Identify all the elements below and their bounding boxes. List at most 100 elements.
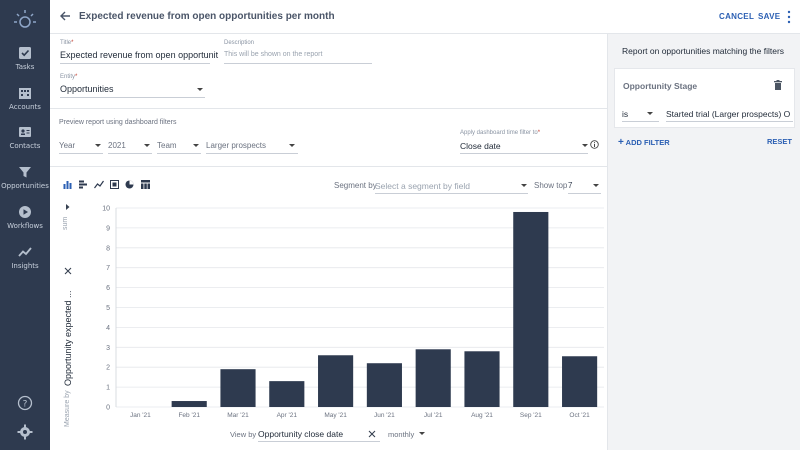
team-value-select[interactable]: Larger prospects [206,141,267,150]
segment-by-label: Segment by [334,181,377,190]
y-tick-label: 2 [106,365,110,372]
view-by-select[interactable]: Opportunity close date [258,429,344,439]
title-input[interactable]: Expected revenue from open opportunit [60,50,219,60]
bar[interactable] [220,369,256,407]
title-label: Title* [60,40,74,46]
chevron-down-icon[interactable] [582,144,588,147]
trash-icon[interactable] [774,80,782,90]
bar[interactable] [464,351,500,407]
chevron-down-icon[interactable] [95,144,101,147]
filter-title: Opportunity Stage [623,81,698,91]
chevron-down-icon[interactable] [593,184,599,187]
clear-icon[interactable] [368,430,376,438]
y-tick-label: 3 [106,345,110,352]
entity-underline [60,97,205,98]
gear-icon[interactable] [17,424,33,440]
measure-select[interactable]: Opportunity expected ... [63,290,73,386]
segment-select[interactable]: Select a segment by field [375,181,470,191]
play-circle-icon [19,206,31,218]
sidebar-item-insights[interactable]: Insights [0,245,50,281]
y-tick-label: 7 [106,265,110,272]
chevron-down-icon[interactable] [289,144,295,147]
description-label: Description [224,40,255,46]
show-top-select[interactable]: 7 [568,181,573,190]
sidebar-item-tasks[interactable]: Tasks [0,46,50,82]
year-value-underline [108,153,152,154]
x-tick-label: Sep '21 [520,412,542,419]
x-tick-label: Jul '21 [424,412,443,419]
bar[interactable] [366,363,402,407]
bar[interactable] [171,401,207,407]
filter-card: Opportunity Stage is Started trial (Larg… [614,68,795,128]
view-by-underline [258,441,380,442]
pie-chart-icon[interactable] [125,180,134,189]
page-title: Expected revenue from open opportunities… [79,11,335,22]
sidebar-item-label: Contacts [9,142,41,150]
chevron-down-icon[interactable] [193,144,199,147]
y-tick-label: 8 [106,245,110,252]
y-tick-label: 5 [106,305,110,312]
sidebar-item-opportunities[interactable]: Opportunities [0,165,50,201]
entity-select[interactable]: Opportunities [60,84,114,94]
preview-label: Preview report using dashboard filters [59,119,177,126]
bar[interactable] [513,211,549,407]
view-by-label: View by [230,430,257,439]
filter-value-select[interactable]: Started trial (Larger prospects) O [666,109,791,119]
sidebar-item-label: Opportunities [1,182,49,190]
table-view-icon[interactable] [110,180,119,189]
interval-select[interactable]: monthly [388,430,415,439]
operator-select[interactable]: is [622,109,629,119]
y-tick-label: 4 [106,325,110,332]
bar-chart-icon[interactable] [63,180,72,189]
year-underline [59,153,103,154]
x-tick-label: May '21 [324,412,347,419]
cancel-button[interactable]: CANCEL [719,12,755,21]
chevron-down-icon[interactable] [197,88,203,91]
description-input[interactable]: This will be shown on the report [224,51,323,58]
chevron-down-icon[interactable] [647,112,653,115]
x-tick-label: Apr '21 [277,412,298,419]
logo-icon [14,10,36,28]
sidebar-item-workflows[interactable]: Workflows [0,205,50,241]
sidebar-item-accounts[interactable]: Accounts [0,86,50,122]
time-filter-label: Apply dashboard time filter to* [460,130,541,136]
bar[interactable] [269,381,305,407]
chevron-down-icon[interactable] [521,184,527,187]
y-tick-label: 6 [106,285,110,292]
segment-underline [375,193,528,194]
y-tick-label: 9 [106,225,110,232]
info-icon[interactable] [590,140,599,149]
chevron-right-icon[interactable] [65,203,71,211]
y-tick-label: 10 [102,206,110,213]
bar[interactable] [415,349,451,407]
help-icon[interactable]: ? [17,395,33,411]
close-icon[interactable] [64,267,72,275]
trend-line-icon [18,247,32,257]
svg-text:?: ? [23,400,28,410]
add-filter-button[interactable]: + ADD FILTER [618,137,670,148]
year-select[interactable]: Year [59,141,76,150]
line-chart-icon[interactable] [94,180,104,189]
check-square-icon [19,47,31,59]
sidebar-item-contacts[interactable]: Contacts [0,125,50,161]
time-filter-select[interactable]: Close date [460,141,501,151]
chevron-down-icon[interactable] [419,432,425,435]
horizontal-bar-icon[interactable] [79,180,88,189]
grid-table-icon[interactable] [141,180,150,189]
save-button[interactable]: SAVE [758,12,781,21]
team-select[interactable]: Team [157,141,177,150]
chevron-down-icon[interactable] [144,144,150,147]
back-arrow-icon[interactable] [59,10,71,22]
report-settings: Title* Expected revenue from open opport… [50,34,607,109]
bar[interactable] [318,355,354,407]
x-tick-label: Feb '21 [178,412,200,419]
year-value-select[interactable]: 2021 [108,141,126,150]
filter-panel: Report on opportunities matching the fil… [607,34,800,450]
funnel-icon [19,167,31,178]
contact-card-icon [19,127,31,137]
x-tick-label: Jan '21 [130,412,151,419]
sum-label: sum [62,216,69,230]
more-options-icon[interactable] [786,10,792,24]
reset-button[interactable]: RESET [767,137,793,146]
bar[interactable] [562,356,598,407]
